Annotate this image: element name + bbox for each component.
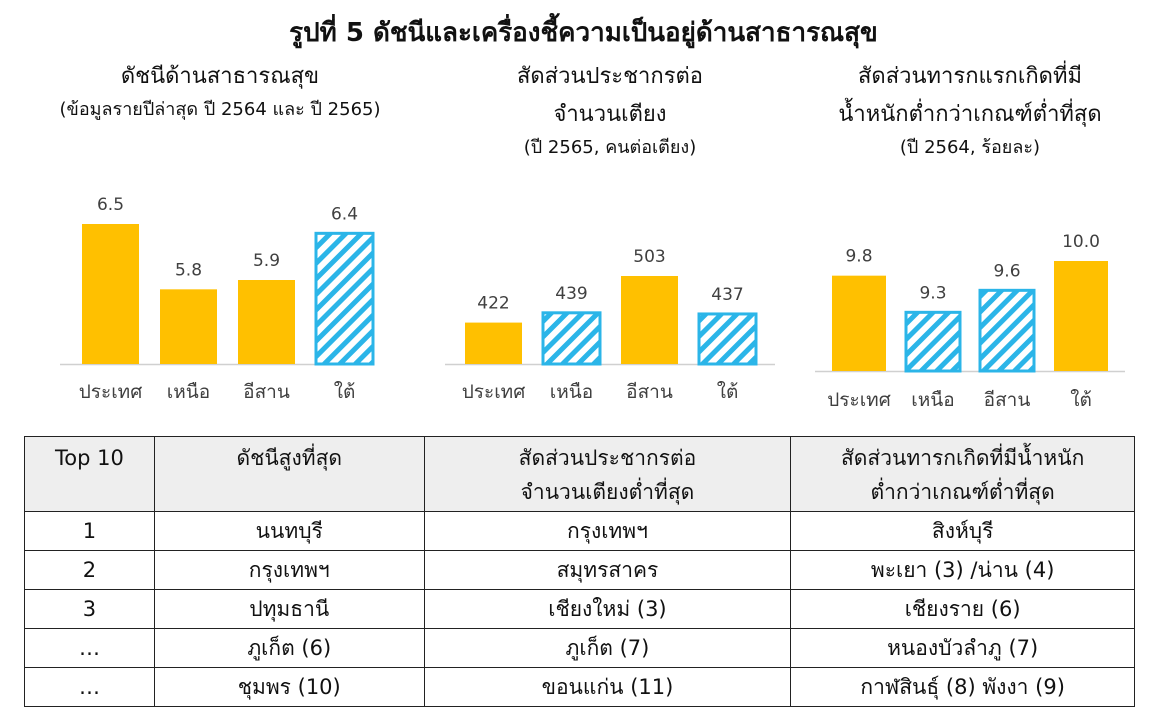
- category-label: อีสาน: [984, 389, 1031, 411]
- header-text: Top 10: [55, 446, 124, 470]
- bar-3: [238, 280, 295, 364]
- table-row: 3 ปทุมธานี เชียงใหม่ (3) เชียงราย (6): [24, 589, 1135, 629]
- table-header-row: Top 10 ดัชนีสูงที่สุด สัดส่วนประชากรต่อ …: [24, 436, 1135, 512]
- table-cell: นนทบุรี: [153, 511, 425, 551]
- header-lowest-pop-per-bed: สัดส่วนประชากรต่อ จำนวนเตียงต่ำที่สุด: [423, 436, 792, 512]
- chart-plot: 6.5 ประเทศ 5.8 เหนือ 5.9 อีสาน 6.4 ใต้: [60, 195, 375, 403]
- table-cell: พะเยา (3) /น่าน (4): [790, 550, 1135, 590]
- data-label: 5.8: [175, 260, 202, 280]
- chart-title-line2: จำนวนเตียง: [553, 102, 667, 127]
- data-label: 6.4: [331, 204, 358, 224]
- table-cell: กรุงเทพฯ: [153, 550, 425, 590]
- health-index-chart: ดัชนีด้านสาธารณสุข (ข้อมูลรายปีล่าสุด ปี…: [20, 58, 420, 418]
- bar-2: [541, 311, 602, 366]
- header-text-line1: สัดส่วนทารกเกิดที่มีน้ำหนัก: [840, 446, 1085, 470]
- data-label: 9.3: [919, 283, 946, 303]
- table-cell: ภูเก็ต (7): [423, 628, 792, 668]
- figure-title: รูปที่ 5 ดัชนีและเครื่องชี้ความเป็นอยู่ด…: [289, 18, 878, 48]
- table-cell: 3: [24, 589, 155, 629]
- table-cell: กรุงเทพฯ: [423, 511, 792, 551]
- data-label: 9.6: [993, 261, 1020, 281]
- chart-subtitle: (ปี 2564, ร้อยละ): [899, 137, 1041, 158]
- bar-1: [82, 224, 139, 364]
- chart-title-line1: สัดส่วนทารกแรกเกิดที่มี: [858, 64, 1082, 89]
- category-label: ใต้: [334, 381, 356, 403]
- header-top10: Top 10: [24, 436, 155, 512]
- category-label: เหนือ: [550, 381, 593, 403]
- low-birth-weight-chart: สัดส่วนทารกแรกเกิดที่มี น้ำหนักต่ำกว่าเก…: [795, 58, 1145, 418]
- bar-3: [978, 288, 1036, 373]
- table-cell: …: [24, 628, 155, 668]
- chart-plot: 9.8 ประเทศ 9.3 เหนือ 9.6 อีสาน 10.0 ใต้: [815, 232, 1125, 411]
- category-label: เหนือ: [167, 381, 210, 403]
- chart-title: ดัชนีด้านสาธารณสุข: [120, 64, 320, 89]
- category-label: ประเทศ: [462, 381, 526, 403]
- data-label: 9.8: [845, 247, 872, 267]
- table-cell: สมุทรสาคร: [423, 550, 792, 590]
- table-row: … ชุมพร (10) ขอนแก่น (11) กาฬสินธุ์ (8) …: [24, 667, 1135, 707]
- header-text-line2: ต่ำกว่าเกณฑ์ต่ำที่สุด: [870, 480, 1055, 504]
- population-per-bed-chart: สัดส่วนประชากรต่อ จำนวนเตียง (ปี 2565, ค…: [445, 58, 775, 418]
- table-cell: ภูเก็ต (6): [153, 628, 425, 668]
- header-text: ดัชนีสูงที่สุด: [236, 446, 343, 470]
- table-cell: หนองบัวลำภู (7): [790, 628, 1135, 668]
- header-highest-index: ดัชนีสูงที่สุด: [153, 436, 425, 512]
- data-label: 422: [477, 294, 509, 314]
- table-row: … ภูเก็ต (6) ภูเก็ต (7) หนองบัวลำภู (7): [24, 628, 1135, 668]
- table-cell: สิงห์บุรี: [790, 511, 1135, 551]
- bar-4: [1054, 261, 1108, 371]
- header-text-line1: สัดส่วนประชากรต่อ: [518, 446, 697, 470]
- top10-table: Top 10 ดัชนีสูงที่สุด สัดส่วนประชากรต่อ …: [24, 436, 1135, 707]
- bar-4: [697, 312, 758, 366]
- data-label: 10.0: [1062, 232, 1100, 252]
- table-cell: 1: [24, 511, 155, 551]
- table-cell: เชียงราย (6): [790, 589, 1135, 629]
- data-label: 5.9: [253, 251, 280, 271]
- bar-3: [621, 276, 678, 364]
- bar-1: [832, 275, 886, 371]
- header-text-line2: จำนวนเตียงต่ำที่สุด: [520, 480, 695, 504]
- data-label: 437: [711, 285, 743, 305]
- category-label: ประเทศ: [79, 381, 143, 403]
- bar-1: [465, 322, 522, 364]
- data-label: 503: [633, 247, 665, 267]
- category-label: อีสาน: [626, 381, 673, 403]
- chart-title-line1: สัดส่วนประชากรต่อ: [516, 64, 704, 89]
- chart-title-line2: น้ำหนักต่ำกว่าเกณฑ์ต่ำที่สุด: [838, 102, 1102, 127]
- header-lowest-low-birth-weight: สัดส่วนทารกเกิดที่มีน้ำหนัก ต่ำกว่าเกณฑ์…: [790, 436, 1135, 512]
- table-cell: กาฬสินธุ์ (8) พังงา (9): [790, 667, 1135, 707]
- category-label: ประเทศ: [827, 389, 891, 411]
- chart-plot: 422 ประเทศ 439 เหนือ 503 อีสาน 437 ใต้: [445, 247, 775, 403]
- table-cell: ขอนแก่น (11): [423, 667, 792, 707]
- category-label: ใต้: [1070, 389, 1092, 411]
- bar-2: [904, 310, 962, 373]
- category-label: เหนือ: [911, 389, 954, 411]
- table-row: 1 นนทบุรี กรุงเทพฯ สิงห์บุรี: [24, 511, 1135, 551]
- table-cell: ปทุมธานี: [153, 589, 425, 629]
- category-label: ใต้: [717, 381, 739, 403]
- table-cell: เชียงใหม่ (3): [423, 589, 792, 629]
- chart-subtitle: (ข้อมูลรายปีล่าสุด ปี 2564 และ ปี 2565): [59, 99, 381, 120]
- table-cell: 2: [24, 550, 155, 590]
- table-row: 2 กรุงเทพฯ สมุทรสาคร พะเยา (3) /น่าน (4): [24, 550, 1135, 590]
- data-label: 439: [555, 284, 587, 304]
- data-label: 6.5: [97, 195, 124, 215]
- bar-4: [314, 231, 375, 366]
- bar-2: [160, 289, 217, 364]
- table-cell: …: [24, 667, 155, 707]
- table-cell: ชุมพร (10): [153, 667, 425, 707]
- category-label: อีสาน: [243, 381, 290, 403]
- chart-subtitle: (ปี 2565, คนต่อเตียง): [523, 137, 697, 158]
